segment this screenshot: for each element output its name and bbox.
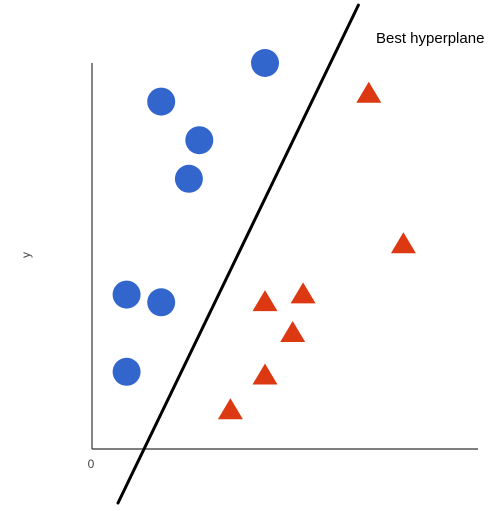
triangle-point xyxy=(290,282,316,304)
hyperplane-annotation: Best hyperplane xyxy=(376,30,484,47)
circle-point xyxy=(251,49,279,77)
circle-point xyxy=(174,164,203,193)
circle-point xyxy=(112,357,141,386)
circle-point xyxy=(185,126,214,155)
x-tick-label-zero: 0 xyxy=(88,457,95,471)
data-points-layer xyxy=(112,49,416,420)
triangle-point xyxy=(280,321,306,342)
circle-point xyxy=(112,280,141,309)
triangle-point xyxy=(252,290,278,312)
triangle-point xyxy=(390,232,416,254)
y-axis-label: y xyxy=(19,252,33,258)
circle-point xyxy=(147,288,176,317)
best-hyperplane-line xyxy=(116,3,360,505)
triangle-point xyxy=(252,363,278,385)
triangle-point xyxy=(356,81,382,103)
circle-point xyxy=(147,87,176,116)
triangle-point xyxy=(217,398,243,420)
